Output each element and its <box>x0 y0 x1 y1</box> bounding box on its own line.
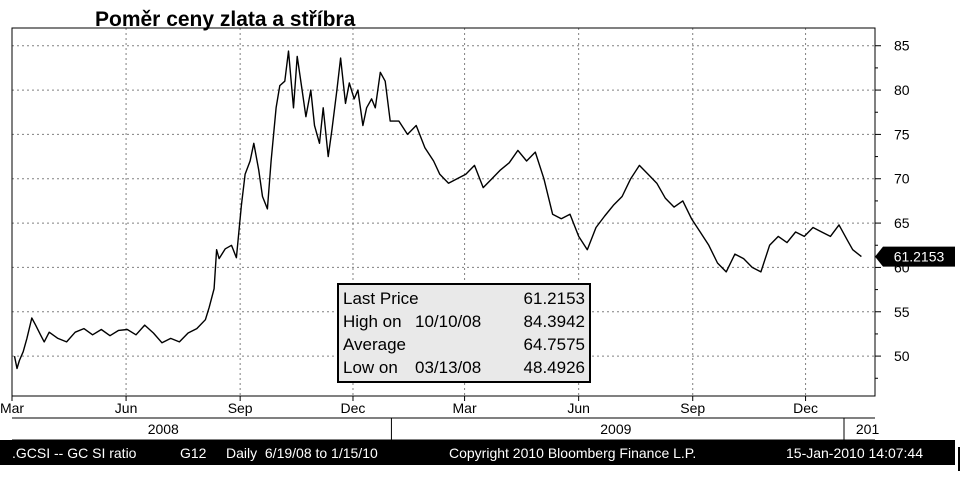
x-tick-label: Sep <box>680 400 705 416</box>
series-line <box>13 50 862 370</box>
stats-low-date: 03/13/08 <box>415 358 482 377</box>
last-price-badge-shape <box>875 246 955 267</box>
year-label: 2009 <box>600 421 631 437</box>
stats-row-average: Average 64.7575 <box>343 335 585 357</box>
x-tick-label: Jun <box>115 400 138 416</box>
x-tick-label: Dec <box>341 400 366 416</box>
y-tick-label: 70 <box>894 171 910 187</box>
stats-average-label: Average <box>343 335 407 354</box>
plot-frame <box>11 27 876 397</box>
stats-low-label: Low on <box>343 358 398 377</box>
stats-high-value: 84.3942 <box>523 312 585 331</box>
stats-low-value: 48.4926 <box>523 358 585 377</box>
footer-period: Daily 6/19/08 to 1/15/10 <box>226 445 378 461</box>
y-tick-label: 80 <box>894 82 910 98</box>
stats-row-last-price: Last Price 61.2153 <box>343 289 585 311</box>
footer-timestamp: 15-Jan-2010 14:07:44 <box>786 445 923 461</box>
stats-row-low: Low on 03/13/08 48.4926 <box>343 358 585 380</box>
stats-row-high: High on 10/10/08 84.3942 <box>343 312 585 334</box>
y-tick-label: 50 <box>894 348 910 364</box>
chart-title: Poměr ceny zlata a stříbra <box>95 8 356 31</box>
footer-code: G12 <box>180 445 207 461</box>
x-tick-label: Jun <box>567 400 590 416</box>
text-cursor <box>958 447 960 471</box>
stats-high-date: 10/10/08 <box>415 312 482 331</box>
x-tick-label: Mar <box>453 400 477 416</box>
stats-last-price-label: Last Price <box>343 289 419 308</box>
x-tick-label: Sep <box>228 400 253 416</box>
last-price-badge: 61.2153 <box>875 246 955 267</box>
last-price-badge-label: 61.2153 <box>894 249 945 265</box>
footer-bar: .GCSI -- GC SI ratio G12 Daily 6/19/08 t… <box>0 440 955 465</box>
year-label: 2008 <box>148 421 179 437</box>
stats-box: Last Price 61.2153 High on 10/10/08 84.3… <box>337 283 591 383</box>
x-tick-label: Dec <box>793 400 818 416</box>
stats-high-label: High on <box>343 312 402 331</box>
stats-average-value: 64.7575 <box>523 335 585 354</box>
y-tick-label: 75 <box>894 126 910 142</box>
y-tick-label: 85 <box>894 38 910 54</box>
y-tick-label: 55 <box>894 304 910 320</box>
x-tick-label: Mar <box>0 400 24 416</box>
footer-ticker: .GCSI -- GC SI ratio <box>12 445 137 461</box>
y-tick-label: 65 <box>894 215 910 231</box>
footer-copyright: Copyright 2010 Bloomberg Finance L.P. <box>449 445 697 461</box>
x-axis: Mar Jun Sep Dec Mar Jun Sep Dec 2008 2009 201 <box>0 396 879 440</box>
year-label: 201 <box>856 421 880 437</box>
stats-last-price-value: 61.2153 <box>523 289 585 308</box>
